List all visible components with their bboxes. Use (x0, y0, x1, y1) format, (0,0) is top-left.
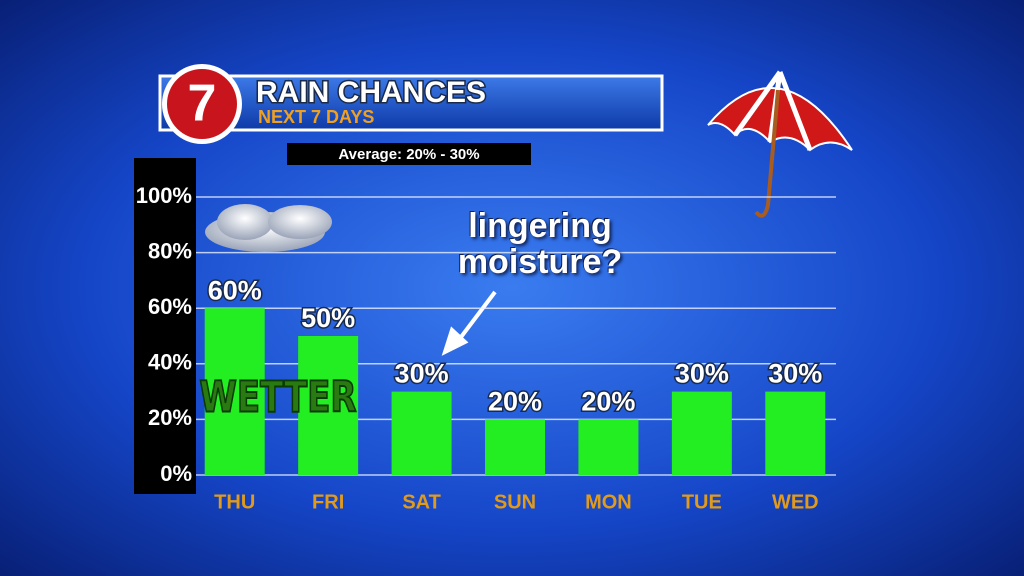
chart-subtitle: NEXT 7 DAYS (258, 107, 374, 127)
bar (204, 308, 265, 475)
y-tick-label: 0% (160, 461, 192, 486)
value-label: 30% (675, 359, 729, 389)
annotation: lingering moisture? (457, 207, 623, 281)
note: Average: 20% - 30% (338, 146, 479, 163)
x-tick-label: WED (772, 491, 819, 513)
x-tick-label: SAT (402, 491, 441, 513)
y-axis-strip (134, 158, 196, 494)
annotation: WETTER (199, 373, 356, 423)
logo (167, 69, 237, 139)
logo-text: 7 (188, 75, 217, 133)
x-tick-label: TUE (682, 491, 722, 513)
umbrella (707, 70, 853, 218)
note-box (287, 143, 531, 165)
value-label: 30% (395, 359, 449, 389)
y-tick-label: 20% (148, 405, 192, 430)
y-tick-label: 100% (136, 183, 192, 208)
value-label: 60% (208, 275, 262, 305)
arrow (441, 290, 497, 356)
value-label: 30% (768, 359, 822, 389)
x-tick-label: SUN (494, 491, 536, 513)
x-tick-label: FRI (312, 491, 344, 513)
x-tick-label: THU (214, 491, 255, 513)
y-tick-label: 40% (148, 350, 192, 375)
y-tick-label: 60% (148, 294, 192, 319)
value-label: 20% (581, 387, 635, 417)
cloud (205, 204, 332, 252)
title-banner (158, 74, 664, 132)
x-tick-label: MON (585, 491, 632, 513)
bar (298, 336, 359, 475)
bar (671, 391, 732, 475)
value-label: 50% (301, 303, 355, 333)
y-tick-label: 80% (148, 238, 192, 263)
bar (391, 391, 452, 475)
bar (485, 419, 545, 475)
bar (578, 419, 639, 475)
value-label: 20% (488, 387, 542, 417)
chart-title: RAIN CHANCES (256, 76, 486, 109)
bar (765, 391, 826, 475)
